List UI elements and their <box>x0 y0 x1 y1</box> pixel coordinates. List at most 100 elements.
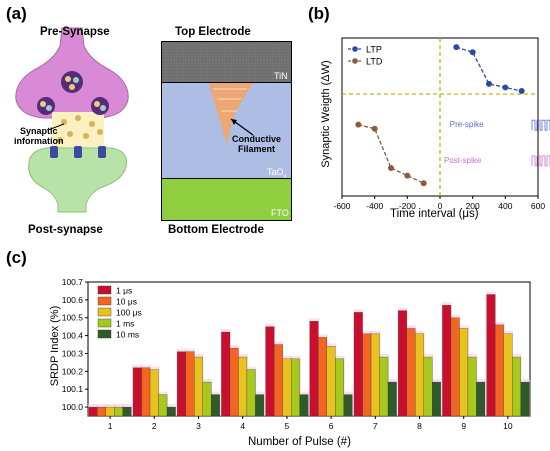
srdp-bar <box>343 394 353 417</box>
stdp-point-ltd <box>420 180 427 187</box>
conductive-line2: Filament <box>238 144 276 154</box>
conductive-line1: Conductive <box>232 134 282 144</box>
panel-b-label: (b) <box>308 4 330 23</box>
stdp-xtick-label: -600 <box>333 201 350 211</box>
srdp-bar <box>177 351 186 417</box>
stdp-xlabel: Time interval (μs) <box>390 208 479 220</box>
tao-subscript: x <box>283 173 287 180</box>
fto-label: FTO <box>271 208 289 218</box>
srdp-ytick-label: 100.4 <box>62 331 84 341</box>
synaptic-info-label: Synaptic information <box>14 126 64 146</box>
fto-layer <box>161 178 292 221</box>
srdp-bar <box>122 406 132 417</box>
srdp-bar <box>88 406 98 417</box>
srdp-bar <box>442 305 452 417</box>
tao-text: TaO <box>267 167 284 177</box>
srdp-xtick-label: 9 <box>461 421 466 431</box>
srdp-bar <box>105 406 115 417</box>
synaptic-info-line1: Synaptic <box>19 126 58 136</box>
stdp-legend-label: LTP <box>366 45 382 55</box>
stdp-xtick-label: -200 <box>399 201 416 211</box>
srdp-ytick-label: 100.7 <box>62 277 84 287</box>
vesicle <box>37 97 55 115</box>
tin-label: TiN <box>274 71 288 81</box>
srdp-ylabel: SRDP Index (%) <box>49 305 61 387</box>
srdp-bar <box>132 367 142 417</box>
post-synapse-shape <box>28 147 127 213</box>
srdp-ytick-label: 100.1 <box>62 384 84 394</box>
stdp-legend-label: LTD <box>366 57 383 67</box>
stdp-series-line-ltd <box>358 124 424 184</box>
srdp-legend-label: 100 μs <box>116 308 142 318</box>
srdp-bar <box>415 333 424 417</box>
pre-spike-waveform <box>531 119 550 131</box>
srdp-bar <box>158 394 168 417</box>
srdp-bar <box>379 356 389 417</box>
srdp-bar <box>326 346 336 417</box>
srdp-bar <box>211 394 220 417</box>
srdp-legend-swatch <box>97 307 112 317</box>
srdp-bar <box>486 294 496 417</box>
post-spike-label: Post-spike <box>444 156 482 165</box>
srdp-bar <box>166 406 176 417</box>
stdp-legend-marker <box>352 58 358 64</box>
srdp-bar <box>476 381 486 417</box>
srdp-bar <box>265 326 275 417</box>
stdp-point-ltd <box>404 172 411 179</box>
stdp-point-ltd <box>371 125 378 132</box>
srdp-bar <box>229 347 239 417</box>
panel-c-label: (c) <box>6 248 27 267</box>
stdp-xtick-label: 200 <box>466 201 480 211</box>
srdp-bar <box>362 333 372 417</box>
srdp-legend-swatch <box>97 296 112 306</box>
srdp-bar <box>202 381 212 417</box>
srdp-bar <box>273 344 283 417</box>
panel-a-label: (a) <box>6 4 27 23</box>
srdp-bar <box>370 333 380 417</box>
srdp-bar <box>246 369 256 417</box>
srdp-legend-swatch <box>97 329 112 339</box>
srdp-chart: 100.0 100.1 100.2 100.3 100.4 100.5 100.6 100.7… <box>62 277 531 431</box>
srdp-bar <box>238 356 248 417</box>
srdp-xtick-label: 5 <box>285 421 290 431</box>
srdp-xlabel: Number of Pulse (#) <box>248 436 351 448</box>
srdp-bar <box>185 351 195 417</box>
srdp-bar <box>335 358 345 417</box>
srdp-bar <box>255 394 265 417</box>
receptor <box>50 146 58 158</box>
srdp-bar <box>423 356 433 417</box>
srdp-bar <box>520 381 530 417</box>
stdp-point-ltp <box>502 84 509 91</box>
srdp-bar <box>398 310 407 417</box>
conductive-filament-label: Conductive Filament <box>232 134 281 154</box>
stdp-point-ltp <box>486 80 492 87</box>
srdp-bar <box>309 321 319 417</box>
stdp-point-ltp <box>469 49 476 56</box>
srdp-bar <box>512 356 521 417</box>
srdp-legend-label: 1 ms <box>116 319 134 329</box>
srdp-ytick-label: 100.5 <box>62 313 84 323</box>
srdp-xtick-label: 3 <box>196 421 201 431</box>
srdp-xtick-label: 8 <box>417 421 422 431</box>
srdp-bar <box>494 324 504 417</box>
stdp-series-line-ltp <box>456 46 522 92</box>
stdp-point-ltp <box>518 88 525 95</box>
stdp-xtick-label: 0 <box>438 201 443 211</box>
srdp-bar <box>459 328 469 417</box>
srdp-legend-swatch <box>97 285 112 295</box>
srdp-bar <box>318 337 328 417</box>
srdp-xtick-label: 10 <box>503 421 513 431</box>
stdp-xtick-label: -400 <box>366 201 383 211</box>
srdp-legend-label: 10 ms <box>116 330 139 340</box>
tin-layer <box>161 41 292 83</box>
stdp-legend-marker <box>352 46 358 52</box>
stdp-ylabel: Synaptic Weigth (ΔW) <box>320 60 332 168</box>
srdp-bar <box>149 369 159 417</box>
srdp-bar <box>282 358 292 417</box>
pre-spike-label: Pre-spike <box>450 120 484 129</box>
srdp-xtick-label: 6 <box>329 421 334 431</box>
srdp-ytick-label: 100.2 <box>62 366 84 376</box>
receptor <box>74 146 82 158</box>
srdp-bar <box>194 356 203 417</box>
srdp-bar <box>97 406 106 417</box>
